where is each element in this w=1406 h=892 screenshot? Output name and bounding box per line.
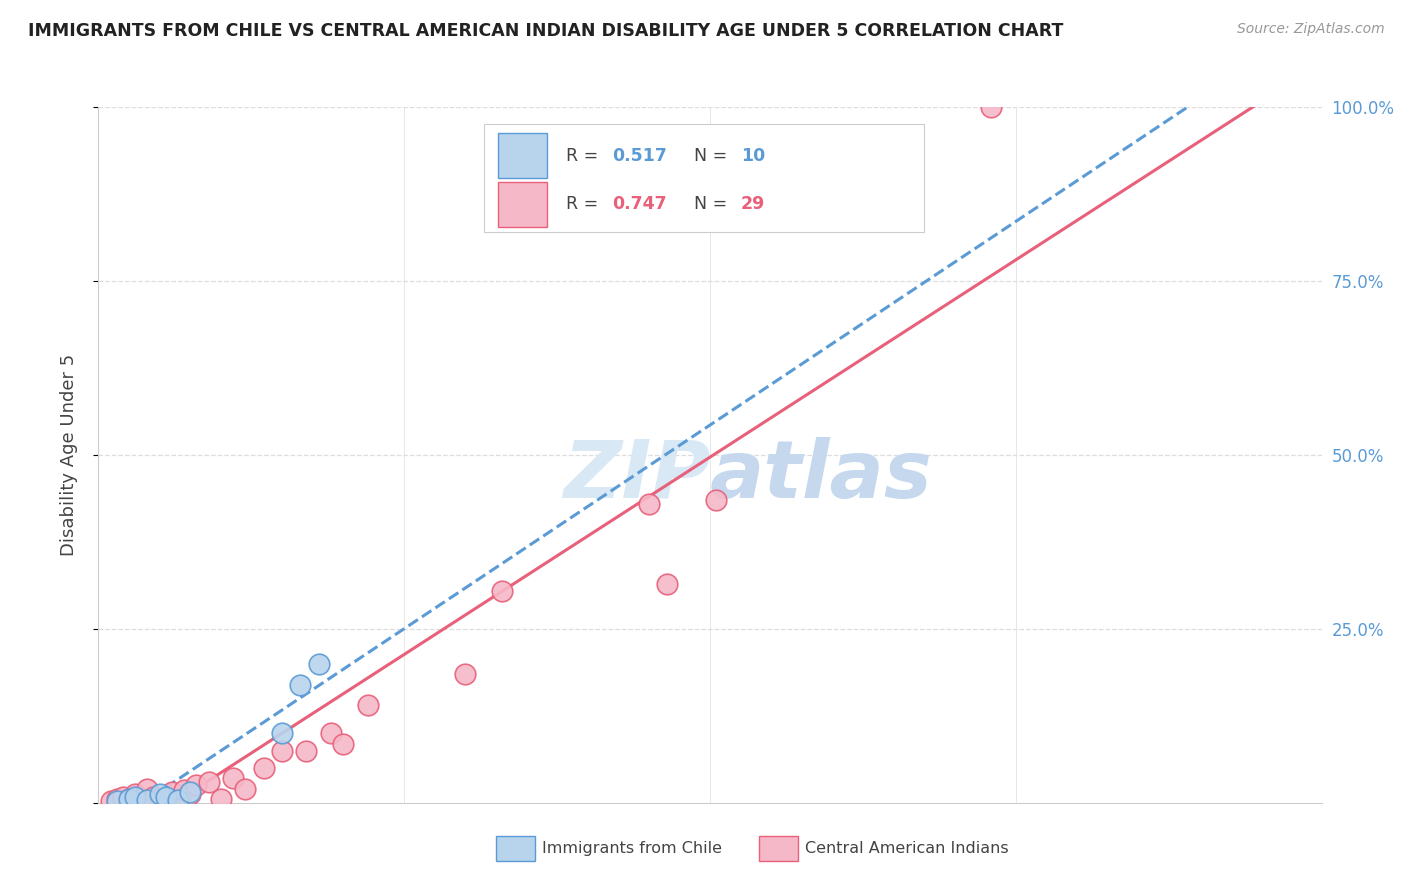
Text: N =: N = [695, 195, 733, 213]
Bar [496, 836, 536, 861]
Point [491, 583, 513, 598]
Point [179, 785, 201, 799]
Point [105, 791, 128, 805]
Point [142, 790, 165, 805]
Point [167, 793, 190, 807]
Text: N =: N = [695, 147, 733, 165]
Point [179, 788, 201, 802]
Text: R =: R = [565, 147, 603, 165]
Point [356, 698, 378, 713]
Point [149, 788, 172, 802]
Text: Source: ZipAtlas.com: Source: ZipAtlas.com [1237, 22, 1385, 37]
Point [638, 497, 661, 511]
Text: 10: 10 [741, 147, 765, 165]
Point [704, 493, 727, 508]
Bar [498, 133, 547, 178]
Point [129, 792, 152, 806]
Point [111, 790, 134, 805]
Point [149, 792, 172, 806]
Point [118, 792, 141, 806]
Point [118, 792, 141, 806]
Text: Immigrants from Chile: Immigrants from Chile [543, 840, 723, 855]
Point [332, 737, 354, 751]
Point [222, 772, 245, 786]
Point [173, 783, 195, 797]
Text: 29: 29 [741, 195, 765, 213]
Point [100, 794, 122, 808]
Point [290, 677, 312, 691]
Point [155, 790, 177, 805]
Point [124, 788, 146, 802]
Bar [498, 182, 547, 227]
Point [105, 794, 128, 808]
FancyBboxPatch shape [484, 124, 924, 232]
Point [295, 744, 318, 758]
Text: Central American Indians: Central American Indians [806, 840, 1010, 855]
Point [124, 790, 146, 805]
Point [233, 781, 256, 796]
Point [160, 785, 183, 799]
Text: atlas: atlas [710, 437, 932, 515]
Point [136, 781, 159, 796]
Point [454, 667, 477, 681]
Point [167, 792, 190, 806]
Bar [759, 836, 799, 861]
Point [252, 761, 274, 775]
Text: R =: R = [565, 195, 603, 213]
Point [657, 576, 679, 591]
Point [308, 657, 330, 671]
Point [270, 726, 294, 740]
Point [136, 793, 159, 807]
Text: 0.747: 0.747 [612, 195, 666, 213]
Point [186, 778, 208, 792]
Point [197, 775, 219, 789]
Y-axis label: Disability Age Under 5: Disability Age Under 5 [59, 354, 77, 556]
Text: 0.517: 0.517 [612, 147, 666, 165]
Point [980, 100, 1002, 114]
Point [270, 744, 294, 758]
Point [209, 792, 232, 806]
Text: ZIP: ZIP [562, 437, 710, 515]
Point [319, 726, 342, 740]
Text: IMMIGRANTS FROM CHILE VS CENTRAL AMERICAN INDIAN DISABILITY AGE UNDER 5 CORRELAT: IMMIGRANTS FROM CHILE VS CENTRAL AMERICA… [28, 22, 1063, 40]
